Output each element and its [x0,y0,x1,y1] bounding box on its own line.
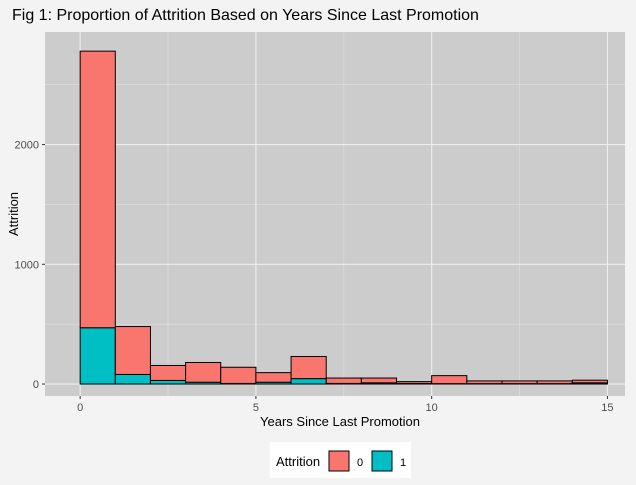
bar-attrition-1-bin-1 [114,373,151,385]
bar-attrition-0-bin-8 [360,377,398,384]
x-tick-label: 15 [601,402,613,414]
bar-attrition-0-bin-4 [220,366,257,384]
legend-key-0 [328,450,350,472]
bar-attrition-0-bin-1 [114,326,151,375]
minor-gridlines [45,32,625,396]
x-tick-label: 10 [426,402,438,414]
bar-attrition-0-bin-10 [431,375,468,385]
bar-attrition-0-bin-14 [571,379,608,384]
x-axis-ticks: 0 5 10 15 [77,396,614,414]
y-axis-title: Attrition [6,192,21,236]
bar-attrition-0-bin-3 [185,361,222,383]
bar-attrition-0-bin-7 [325,377,362,384]
bar-attrition-0-bin-11 [466,380,503,385]
x-axis-title: Years Since Last Promotion [260,414,420,429]
x-tick-label: 5 [253,402,259,414]
bar-attrition-0-bin-13 [536,380,573,385]
bar-attrition-0-bin-6 [290,355,327,380]
y-tick-label: 2000 [15,140,39,152]
y-axis-ticks: 0 1000 2000 [15,140,45,391]
y-tick-label: 0 [33,379,39,391]
legend: Attrition 0 1 [270,442,411,478]
y-tick-label: 1000 [15,259,39,271]
histogram-bars [79,50,608,385]
legend-label-1: 1 [400,457,406,469]
legend-title: Attrition [276,454,320,469]
bar-attrition-0-bin-9 [396,381,433,384]
bar-attrition-0-bin-0 [79,50,116,329]
bar-attrition-0-bin-5 [255,372,292,383]
bar-attrition-0-bin-12 [501,380,538,385]
bar-attrition-0-bin-2 [149,364,187,381]
legend-label-0: 0 [357,457,363,469]
legend-key-1 [371,450,393,472]
chart-title: Fig 1: Proportion of Attrition Based on … [12,7,479,24]
bar-attrition-1-bin-0 [79,327,116,385]
bar-attrition-1-bin-6 [290,378,327,385]
bar-attrition-1-bin-2 [149,379,187,385]
x-tick-label: 0 [77,402,83,414]
